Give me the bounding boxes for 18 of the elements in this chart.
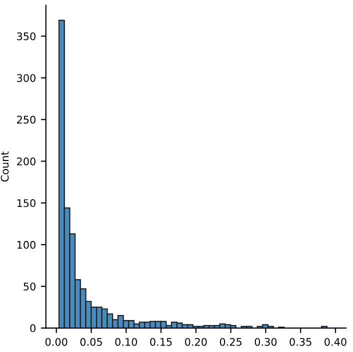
x-tick-label: 0.35 xyxy=(290,338,312,346)
x-tick-label: 0.40 xyxy=(324,338,346,346)
y-tick-label: 100 xyxy=(17,240,36,249)
x-tick-label: 0.15 xyxy=(150,338,172,346)
y-tick-label: 300 xyxy=(17,74,36,82)
x-tick-label: 0.30 xyxy=(254,338,277,346)
y-tick-label: 50 xyxy=(24,282,36,290)
y-tick-label: 200 xyxy=(17,157,36,166)
y-tick-label: 350 xyxy=(17,32,36,40)
y-tick-label: 0 xyxy=(30,324,36,332)
x-tick-label: 0.00 xyxy=(45,338,68,346)
x-tick-label: 0.10 xyxy=(115,338,138,346)
x-tick-label: 0.25 xyxy=(220,338,242,346)
x-tick-label: 0.20 xyxy=(185,338,207,346)
x-tick-label: 0.05 xyxy=(80,338,102,346)
y-tick-label: 150 xyxy=(17,199,36,208)
y-axis-title: Count xyxy=(0,151,9,182)
y-tick-label: 250 xyxy=(17,116,36,124)
